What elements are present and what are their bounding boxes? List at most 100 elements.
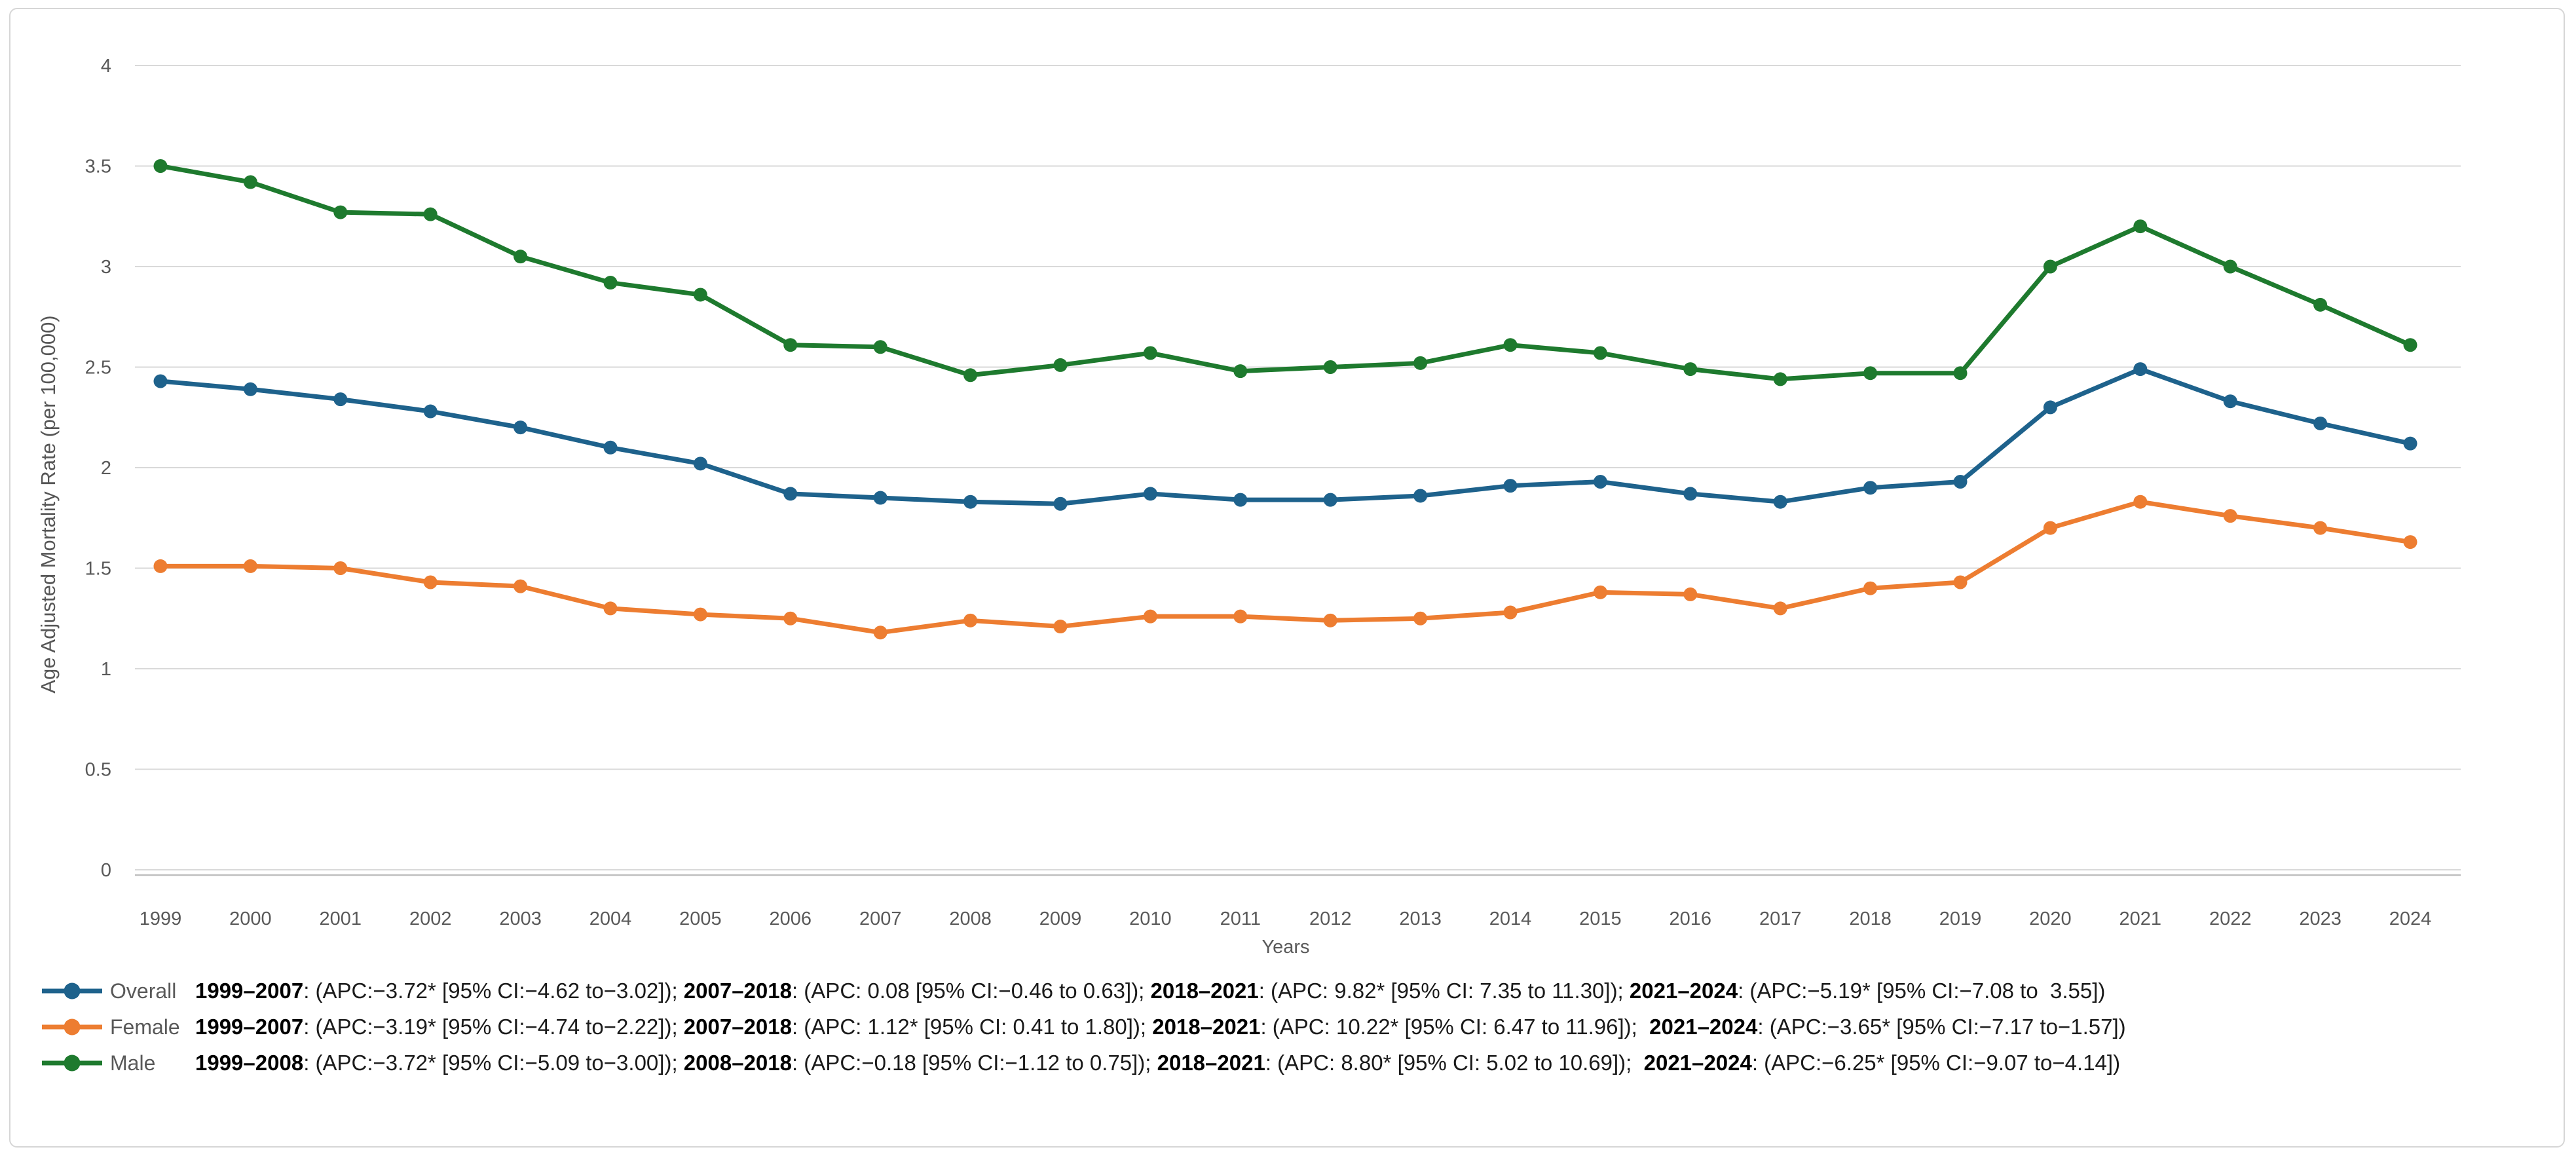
data-point-male [1413, 356, 1428, 370]
data-point-male [1593, 346, 1607, 360]
legend-apc-stats: 1999–2007: (APC:−3.19* [95% CI:−4.74 to−… [195, 1015, 2126, 1039]
x-tick-label: 2008 [949, 908, 992, 929]
x-tick-label: 2021 [2119, 908, 2162, 929]
series-line-overall [158, 367, 2413, 506]
data-point-male [243, 175, 257, 189]
y-tick-label: 3 [101, 257, 111, 278]
data-point-female [153, 559, 168, 573]
data-point-female [1503, 605, 1518, 620]
data-point-male [1323, 360, 1337, 374]
data-point-overall [1413, 489, 1428, 503]
data-point-overall [1863, 481, 1878, 495]
data-point-female [2043, 521, 2057, 535]
x-tick-label: 2011 [1220, 908, 1261, 929]
data-point-female [963, 613, 978, 627]
data-point-overall [153, 374, 168, 388]
data-point-overall [513, 420, 528, 435]
y-axis-title: Age Adjusted Mortality Rate (per 100,000… [37, 315, 60, 694]
data-point-overall [1233, 493, 1248, 507]
apc-detail: : (APC: 9.82* [95% CI: 7.35 to 11.30]); [1258, 979, 1630, 1003]
apc-period-range: 2018–2021 [1150, 979, 1259, 1003]
apc-detail: : (APC:−3.72* [95% CI:−5.09 to−3.00]); [303, 1051, 684, 1075]
data-point-male [333, 205, 348, 219]
data-point-female [513, 579, 528, 593]
apc-period-range: 2021–2024 [1649, 1015, 1758, 1039]
data-point-female [333, 561, 348, 575]
data-point-female [783, 611, 798, 626]
x-tick-label: 2003 [499, 908, 542, 929]
data-point-male [1143, 346, 1157, 360]
data-point-overall [603, 440, 618, 455]
data-point-male [1863, 366, 1878, 381]
legend-apc-stats: 1999–2008: (APC:−3.72* [95% CI:−5.09 to−… [195, 1051, 2120, 1075]
data-point-male [2313, 297, 2328, 312]
data-point-female [2313, 521, 2328, 535]
data-point-overall [2403, 436, 2417, 451]
apc-detail: : (APC:−0.18 [95% CI:−1.12 to 0.75]); [791, 1051, 1157, 1075]
data-point-male [873, 340, 887, 354]
data-point-overall [1773, 495, 1787, 509]
data-point-male [1683, 362, 1698, 377]
y-tick-label: 3.5 [85, 157, 111, 177]
apc-period-range: 1999–2008 [195, 1051, 304, 1075]
data-point-male [1503, 338, 1518, 352]
y-tick-label: 1.5 [85, 559, 111, 580]
legend-row-male: Male 1999–2008: (APC:−3.72* [95% CI:−5.09… [41, 1049, 2126, 1077]
y-tick-label: 2.5 [85, 358, 111, 379]
apc-period-range: 1999–2007 [195, 979, 304, 1003]
data-point-overall [2043, 400, 2057, 415]
data-point-female [1593, 585, 1607, 599]
data-point-male [2403, 338, 2417, 352]
apc-detail: : (APC: 8.80* [95% CI: 5.02 to 10.69]); [1265, 1051, 1644, 1075]
x-tick-label: 2024 [2389, 908, 2432, 929]
x-tick-label: 2020 [2029, 908, 2072, 929]
x-tick-label: 2015 [1579, 908, 1622, 929]
apc-period-range: 2021–2024 [1643, 1051, 1752, 1075]
apc-detail: : (APC: 10.22* [95% CI: 6.47 to 11.96]); [1260, 1015, 1650, 1039]
data-point-overall [1593, 474, 1607, 489]
legend-series-label: Female [110, 1015, 180, 1039]
data-point-overall [1953, 474, 1968, 489]
data-point-male [1053, 358, 1068, 372]
apc-period-range: 2018–2021 [1157, 1051, 1265, 1075]
data-point-female [1413, 611, 1428, 626]
legend-line-dot-icon [42, 1055, 102, 1072]
data-point-male [603, 276, 618, 290]
data-point-overall [783, 487, 798, 501]
data-point-female [423, 575, 438, 589]
x-tick-label: 2000 [229, 908, 272, 929]
data-point-male [1953, 366, 1968, 381]
apc-detail: : (APC:−5.19* [95% CI:−7.08 to 3.55]) [1738, 979, 2106, 1003]
x-tick-label: 2005 [679, 908, 722, 929]
data-point-male [1233, 364, 1248, 379]
data-point-overall [873, 491, 887, 505]
x-tick-label: 2022 [2209, 908, 2252, 929]
x-tick-label: 2017 [1759, 908, 1802, 929]
data-point-female [1683, 587, 1698, 601]
legend: Overall 1999–2007: (APC:−3.72* [95% CI:−4… [41, 977, 2126, 1085]
data-point-female [603, 601, 618, 616]
data-point-female [1773, 601, 1787, 616]
x-tick-label: 2013 [1399, 908, 1442, 929]
legend-series-label: Overall [110, 979, 177, 1003]
y-tick-label: 0.5 [85, 760, 111, 781]
data-point-female [1053, 620, 1068, 634]
legend-line-dot-icon [42, 982, 102, 999]
x-tick-label: 2023 [2299, 908, 2342, 929]
y-tick-label: 1 [101, 659, 111, 680]
x-tick-label: 1999 [140, 908, 182, 929]
data-point-overall [243, 382, 257, 396]
data-point-female [243, 559, 257, 573]
apc-period-range: 2007–2018 [683, 1015, 792, 1039]
apc-detail: : (APC: 0.08 [95% CI:−0.46 to 0.63]); [791, 979, 1151, 1003]
data-point-overall [1053, 496, 1068, 511]
apc-detail: : (APC:−3.72* [95% CI:−4.62 to−3.02]); [303, 979, 684, 1003]
apc-period-range: 2021–2024 [1629, 979, 1738, 1003]
apc-detail: : (APC:−3.19* [95% CI:−4.74 to−2.22]); [303, 1015, 684, 1039]
legend-line-dot-icon [42, 1018, 102, 1036]
x-tick-label: 2012 [1309, 908, 1352, 929]
data-point-overall [693, 457, 707, 471]
apc-period-range: 2008–2018 [683, 1051, 792, 1075]
x-tick-label: 2014 [1489, 908, 1532, 929]
